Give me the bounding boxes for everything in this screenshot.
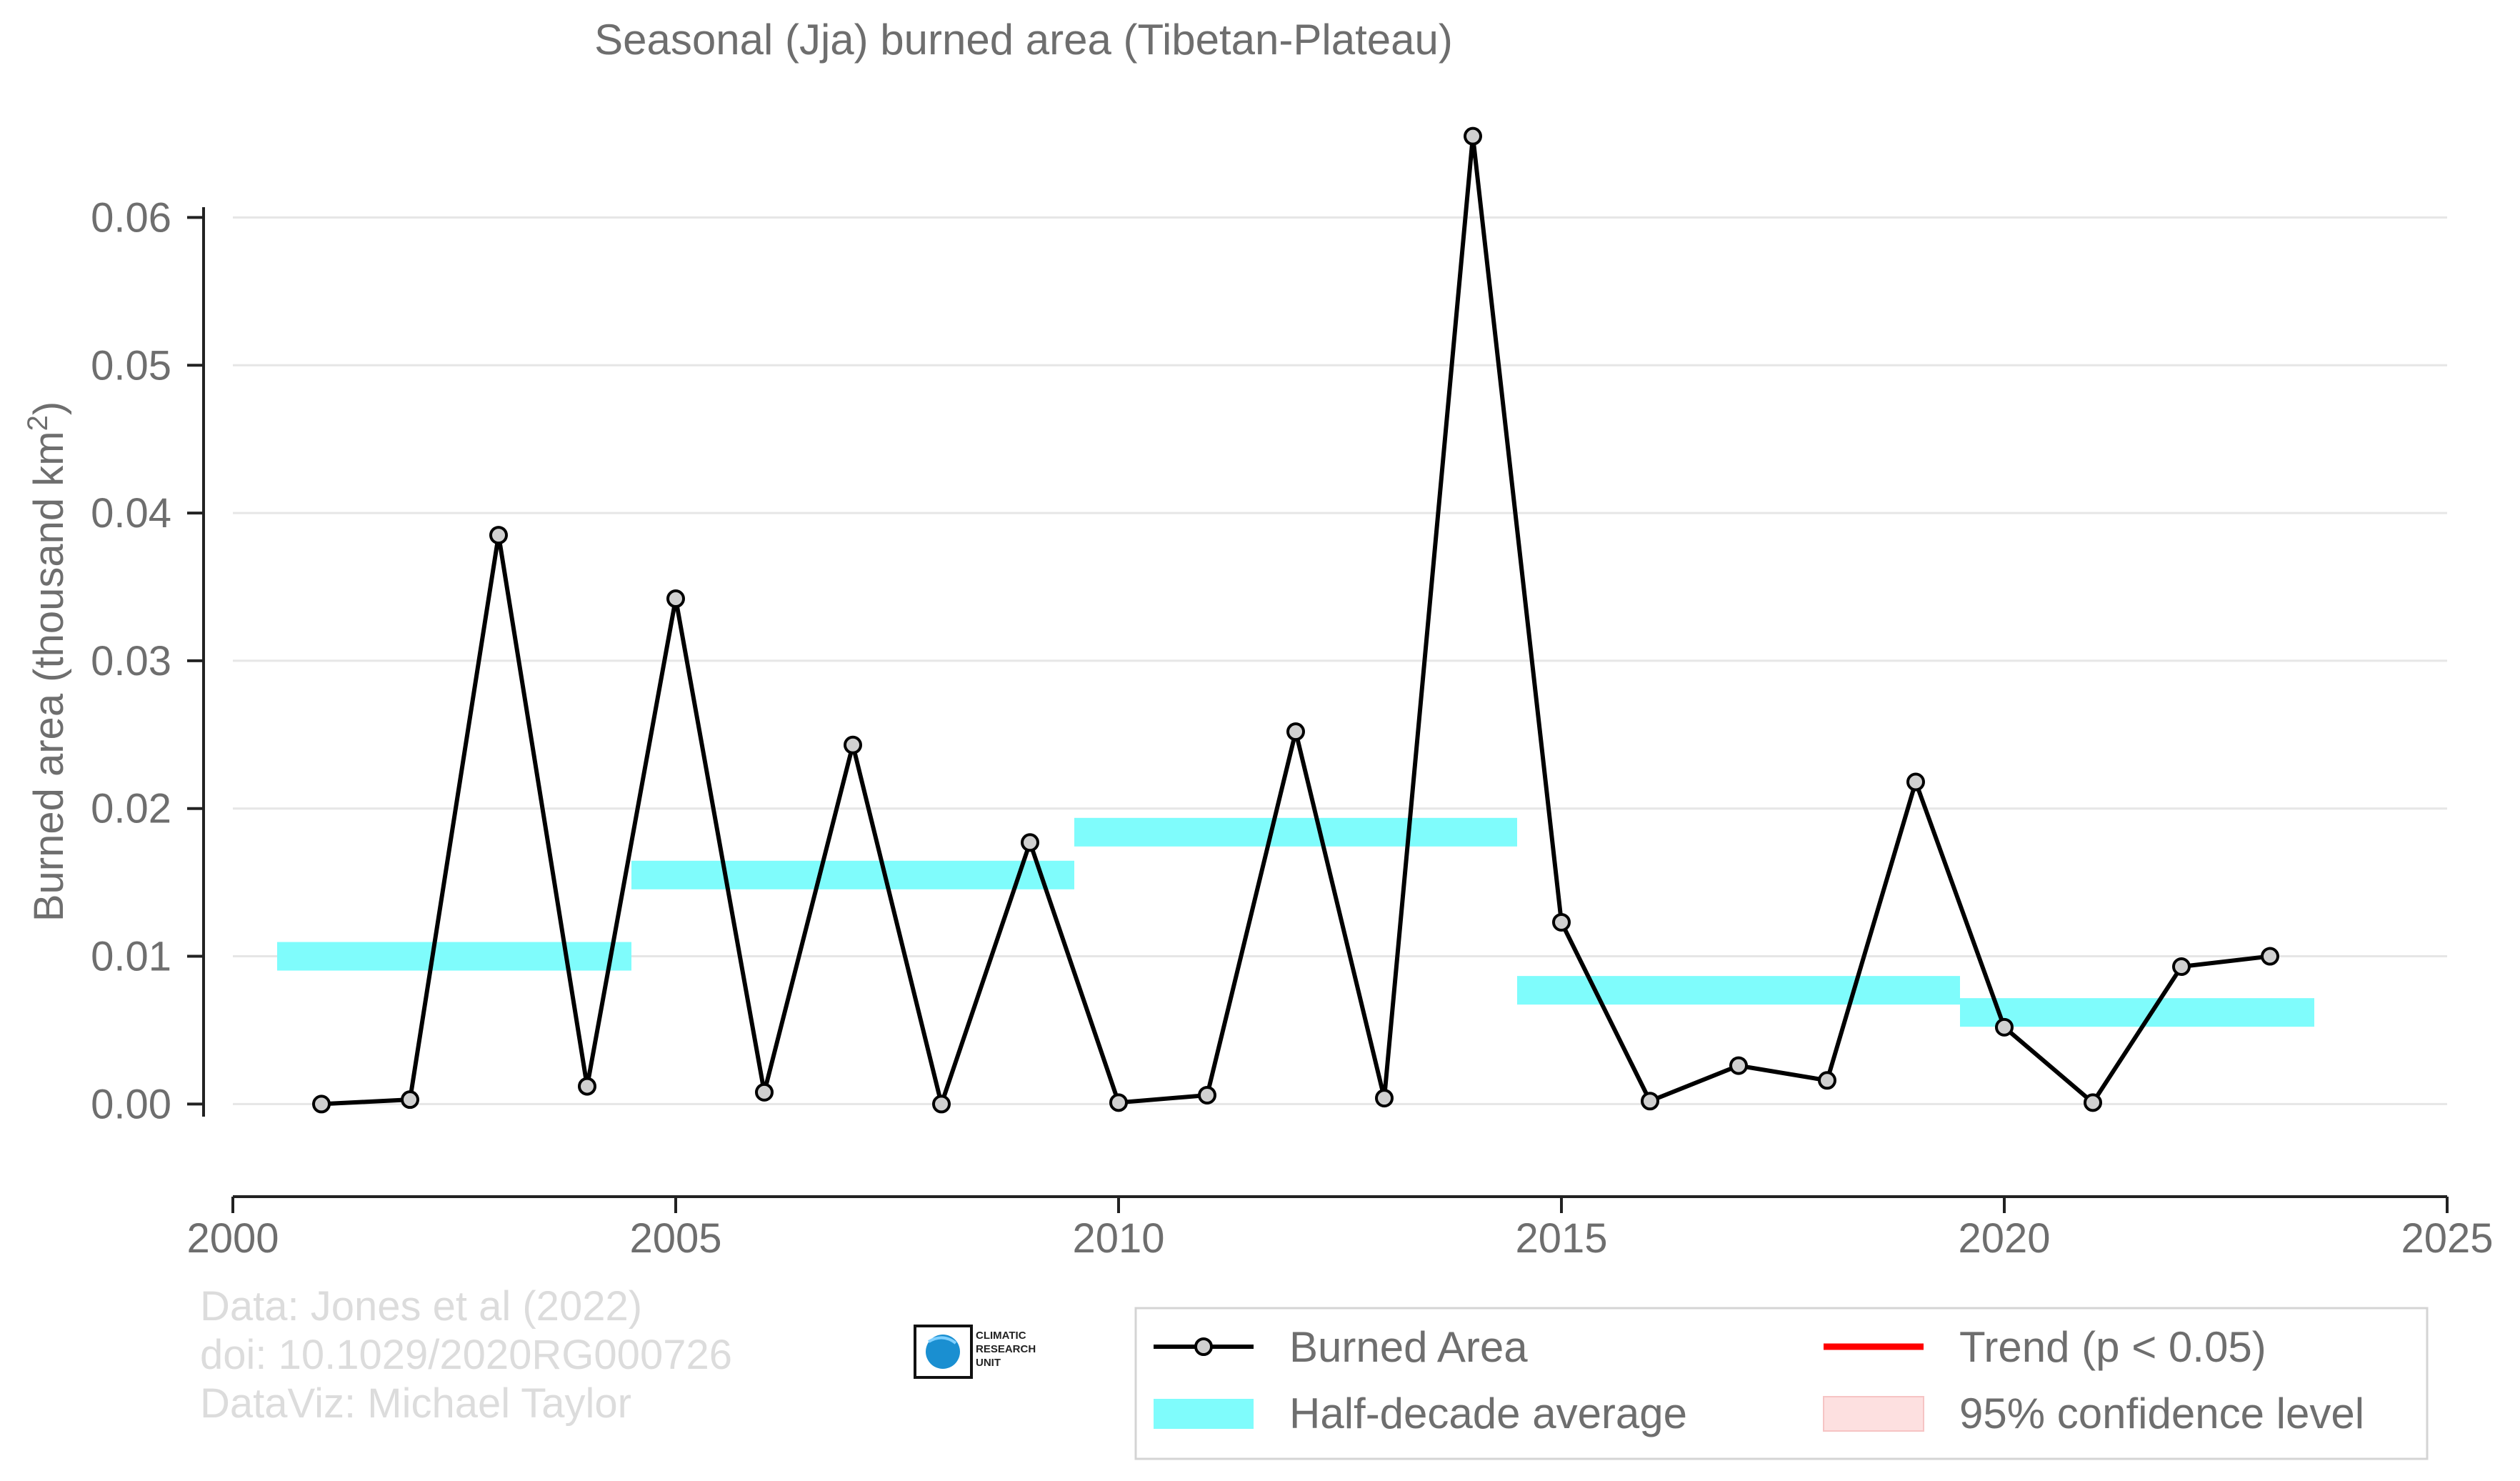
burned-area-point <box>2172 957 2191 977</box>
legend-trend-label: Trend (p < 0.05) <box>1959 1323 2266 1371</box>
y-tick-label: 0.05 <box>91 342 171 389</box>
globe-icon <box>926 1335 960 1369</box>
burned-area-point <box>1109 1093 1128 1112</box>
burned-area-point <box>1552 912 1571 932</box>
burned-area-point <box>1198 1085 1216 1104</box>
burned-area-point <box>1641 1092 1659 1111</box>
burned-area-point <box>666 589 685 609</box>
burned-area-point <box>844 735 862 754</box>
legend-burned-area-marker <box>1194 1337 1213 1356</box>
logo-text-unit: UNIT <box>976 1357 1001 1369</box>
legend-burned-area-label: Burned Area <box>1289 1323 1528 1371</box>
half-decade-average-bar <box>631 860 1074 889</box>
half-decade-average-bar <box>1517 976 1960 1005</box>
logo-frame <box>914 1325 973 1379</box>
burned-area-point <box>578 1077 596 1096</box>
half-decade-average-bar <box>1074 817 1517 847</box>
burned-area-point <box>1818 1071 1836 1090</box>
legend: Burned Area Trend (p < 0.05) Half-decade… <box>1134 1307 2429 1460</box>
x-tick-label: 2020 <box>1958 1215 2050 1262</box>
x-tick-label: 2000 <box>186 1215 279 1262</box>
legend-confidence-swatch <box>1823 1396 1924 1432</box>
x-tick-label: 2025 <box>2401 1215 2493 1262</box>
y-tick-label: 0.02 <box>91 786 171 832</box>
burned-area-point <box>2084 1093 2102 1112</box>
legend-confidence-label: 95% confidence level <box>1959 1390 2364 1437</box>
credit-dataviz: DataViz: Michael Taylor <box>200 1380 631 1427</box>
y-tick-label: 0.06 <box>91 194 171 241</box>
y-axis-label-superscript: 2 <box>22 415 54 431</box>
burned-area-point <box>401 1090 419 1109</box>
y-tick-label: 0.00 <box>91 1081 171 1127</box>
globe-highlight <box>927 1336 957 1345</box>
x-axis-ticks: 2000 2005 2010 2015 2020 2025 <box>186 1197 2494 1262</box>
chart-title: Seasonal (Jja) burned area (Tibetan-Plat… <box>594 16 1453 64</box>
legend-half-decade-label: Half-decade average <box>1289 1390 1687 1437</box>
burned-area-series <box>312 126 2279 1114</box>
credit-data-source: Data: Jones et al (2022) <box>200 1283 642 1330</box>
legend-frame <box>1134 1307 2429 1460</box>
y-axis-label-text: Burned area (thousand km <box>26 431 72 922</box>
half-decade-average-bands <box>277 817 2314 1027</box>
burned-area-point <box>1729 1056 1748 1075</box>
x-tick-label: 2005 <box>629 1215 721 1262</box>
burned-area-point <box>755 1082 774 1102</box>
y-tick-label: 0.04 <box>91 490 171 537</box>
burned-area-point <box>1464 126 1482 146</box>
logo-text-research: RESEARCH <box>976 1343 1036 1355</box>
legend-half-decade-swatch <box>1154 1399 1254 1429</box>
burned-area-point <box>1286 722 1305 742</box>
credit-doi: doi: 10.1029/2020RG000726 <box>200 1332 732 1378</box>
y-axis-label: Burned area (thousand km2) <box>22 402 72 922</box>
cru-logo: CLIMATIC RESEARCH UNIT <box>914 1325 1036 1379</box>
burned-area-point <box>2261 947 2279 966</box>
burned-area-point <box>1021 833 1039 852</box>
half-decade-average-bar <box>277 942 631 971</box>
y-axis-label-close: ) <box>26 402 72 415</box>
burned-area-point <box>489 526 508 545</box>
y-tick-label: 0.03 <box>91 638 171 684</box>
half-decade-average-bar <box>1960 998 2314 1027</box>
y-tick-label: 0.01 <box>91 934 171 980</box>
grid-lines <box>233 216 2447 1105</box>
x-tick-label: 2010 <box>1072 1215 1164 1262</box>
y-axis-ticks: 0.00 0.01 0.02 0.03 0.04 0.05 0.06 <box>91 194 204 1127</box>
x-tick-label: 2015 <box>1515 1215 1607 1262</box>
burned-area-point <box>1906 772 1925 792</box>
burned-area-point <box>1375 1089 1394 1108</box>
burned-area-point <box>312 1094 331 1114</box>
burned-area-point <box>932 1094 951 1114</box>
burned-area-point <box>1995 1017 2014 1037</box>
logo-text-climatic: CLIMATIC <box>976 1330 1026 1342</box>
